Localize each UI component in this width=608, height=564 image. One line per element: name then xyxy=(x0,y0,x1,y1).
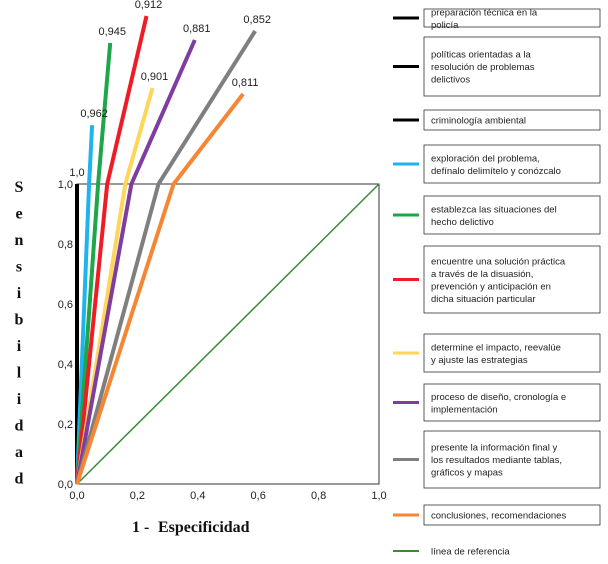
legend-label: preparación técnica en la policía xyxy=(431,7,538,31)
y-axis-label-letter: d xyxy=(15,418,24,435)
series-line xyxy=(75,42,113,485)
x-tick-label: 0,6 xyxy=(251,490,266,502)
legend-label: determine el impacto, reevalúe y ajuste l… xyxy=(431,342,561,366)
series-line xyxy=(75,15,149,485)
legend-box xyxy=(423,36,601,97)
legend-box xyxy=(423,109,601,131)
series-value-label: 0,852 xyxy=(243,14,271,26)
legend-box xyxy=(423,195,601,235)
y-axis-label-letter: a xyxy=(15,444,23,461)
series-value-label: 1,0 xyxy=(69,167,84,179)
legend-label: exploración del problema, defínalo delimí… xyxy=(431,153,561,177)
legend-label: línea de referencia xyxy=(431,547,510,558)
legend-label: criminología ambiental xyxy=(431,116,526,127)
y-axis-label-letter: S xyxy=(15,179,24,196)
legend-box xyxy=(423,144,601,184)
series-line xyxy=(75,39,197,485)
legend-box xyxy=(423,383,601,422)
y-tick-label: 0,6 xyxy=(58,299,73,311)
value-labels: 1,0 0,962 0,945 0,912 0,901 0,881 0,852 0,811 xyxy=(69,0,271,179)
legend-box xyxy=(423,333,601,373)
series-line xyxy=(76,183,380,485)
series-value-label: 0,811 xyxy=(232,77,259,89)
x-tick-label: 0,2 xyxy=(130,490,145,502)
y-axis-label-letter: i xyxy=(17,338,22,355)
series-lines xyxy=(75,15,380,485)
legend-box xyxy=(423,504,601,526)
legend-box xyxy=(423,245,601,314)
y-axis-label-letter: d xyxy=(15,471,24,488)
x-tick-label: 0,4 xyxy=(190,490,205,502)
legend: preparación técnica en la policía política… xyxy=(393,7,601,558)
series-value-label: 0,962 xyxy=(80,108,108,120)
legend-label: proceso de diseño, cronología e implement… xyxy=(431,392,566,416)
series-line xyxy=(75,125,95,485)
legend-label: establezca las situaciones del hecho deli… xyxy=(431,204,557,228)
legend-box xyxy=(423,430,601,489)
y-axis-label-letter: s xyxy=(16,259,22,276)
series-value-label: 0,881 xyxy=(183,23,211,35)
axis-ticks: 0,0 0,2 0,4 0,6 0,8 1,0 0,0 0,2 0,4 0,6 0,8 1,0 xyxy=(58,179,387,502)
series-line xyxy=(75,29,257,485)
y-axis-label-letter: i xyxy=(17,391,22,408)
legend-box xyxy=(423,8,601,28)
series-line xyxy=(75,87,155,485)
y-tick-label: 1,0 xyxy=(58,179,73,191)
x-axis-label-prefix: 1 - xyxy=(132,519,149,536)
y-axis-label-letter: n xyxy=(15,232,24,249)
x-axis-label-main: Especificidad xyxy=(158,519,250,536)
series-value-label: 0,945 xyxy=(98,26,126,38)
series-line xyxy=(75,92,245,485)
x-tick-label: 0,0 xyxy=(69,490,84,502)
y-axis-label-letter: i xyxy=(17,285,22,302)
x-tick-label: 0,8 xyxy=(311,490,326,502)
y-tick-label: 0,8 xyxy=(58,239,73,251)
y-axis-label-letter: l xyxy=(17,365,22,382)
x-axis-label: 1 - Especificidad xyxy=(132,519,250,536)
legend-label: conclusiones, recomendaciones xyxy=(431,511,566,522)
y-tick-label: 0,4 xyxy=(58,359,73,371)
y-tick-label: 0,2 xyxy=(58,419,73,431)
series-value-label: 0,901 xyxy=(141,71,169,83)
legend-label: políticas orientadas a la resolución de p… xyxy=(431,50,535,86)
series-value-label: 0,912 xyxy=(135,0,163,11)
legend-label: encuentre una solución práctica a través … xyxy=(431,256,566,305)
y-tick-label: 0,0 xyxy=(58,479,73,491)
legend-label: presente la información final y los resul… xyxy=(431,443,562,479)
y-axis-label-letter: b xyxy=(15,312,24,329)
y-axis-label-letter: e xyxy=(15,206,22,223)
x-tick-label: 1,0 xyxy=(371,490,386,502)
